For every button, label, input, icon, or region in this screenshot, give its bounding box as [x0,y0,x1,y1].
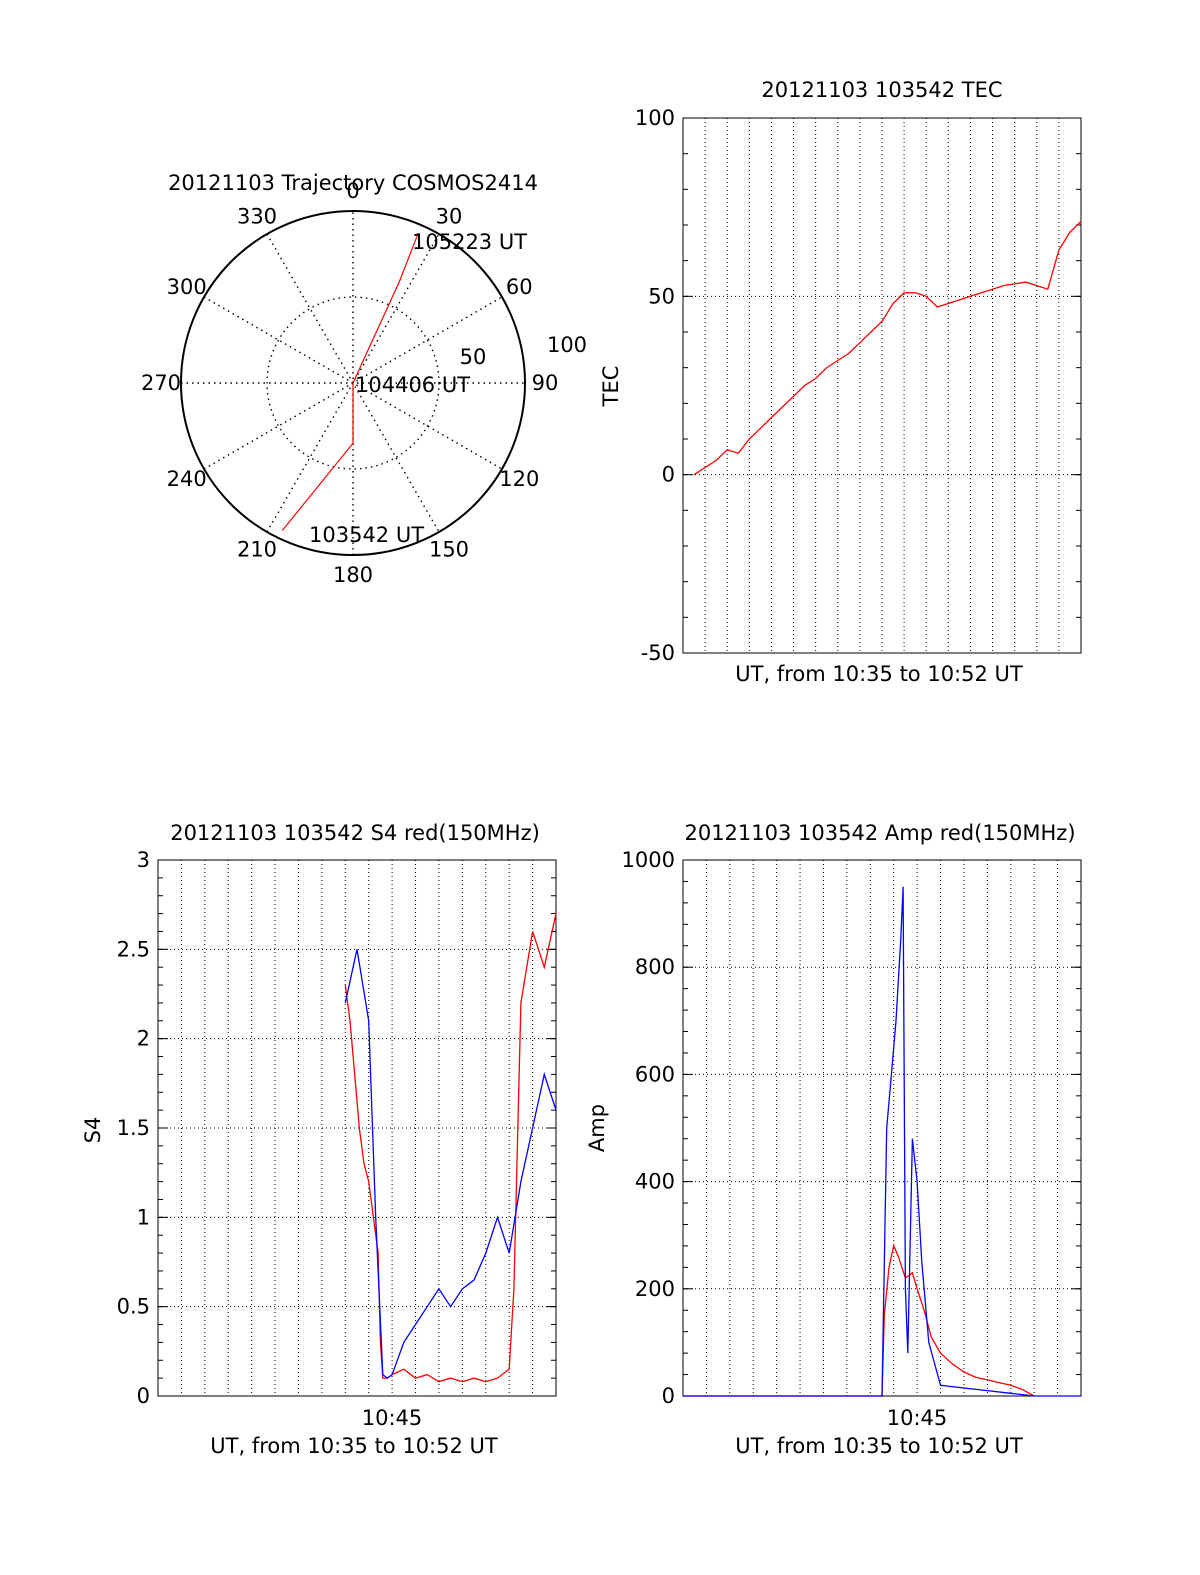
polar-angle-tick-label: 180 [333,563,373,587]
polar-angle-tick-label: 120 [499,467,539,491]
tec-series [693,220,1082,476]
polar-angle-tick-label: 270 [141,371,181,395]
amp-plot: 20121103 103542 Amp red(150MHz) 1000 800 6… [585,821,1082,1458]
polar-angle-tick-label: 210 [237,537,277,561]
polar-angle-tick-label: 240 [167,467,207,491]
s4-plot-frame [157,859,557,1397]
tec-plot: 20121103 103542 TEC 100 50 0 -50 TEC UT, fr… [599,78,1082,686]
s4-xtick: 10:45 [362,1406,423,1430]
y-tick-label: 1 [137,1205,150,1229]
y-tick-label: 0 [662,1384,675,1408]
y-tick-label: 400 [635,1170,675,1194]
y-tick-label: 600 [635,1062,675,1086]
polar-angle-tick-label: 330 [237,205,277,229]
s4-grid [158,859,556,1397]
polar-trajectory-line [281,232,419,531]
series-line-1 [344,949,557,1379]
y-tick-label: 1.5 [117,1116,150,1140]
y-tick-label: 2.5 [117,937,150,961]
polar-angle-tick-label: 300 [167,275,207,299]
y-tick-label: 3 [137,848,150,872]
polar-angle-tick-label: 0 [346,179,359,203]
polar-annotation: 105223 UT [412,230,527,254]
s4-y-ticks: 3 2.5 2 1.5 1 0.5 0 [117,848,150,1408]
polar-angle-labels: 0 30 60 90 120 150 180 210 240 270 300 330 [141,179,558,587]
series-line-0 [344,913,557,1383]
y-tick-label: 2 [137,1027,150,1051]
polar-plot: 20121103 Trajectory COSMOS2414 0 30 60 90 12… [141,171,587,587]
s4-series [344,913,557,1383]
s4-plot: 20121103 103542 S4 red(150MHz) 3 2.5 2 1.5 1… [81,821,557,1458]
polar-annotation: 103542 UT [309,523,424,547]
amp-series [683,886,1081,1397]
s4-xlabel: UT, from 10:35 to 10:52 UT [210,1434,498,1458]
tec-grid [683,117,1081,654]
y-tick-label: 0 [137,1384,150,1408]
y-tick-label: 1000 [622,848,675,872]
series-line-0 [693,220,1082,476]
tec-ylabel: TEC [599,366,623,408]
polar-angle-tick-label: 90 [532,371,559,395]
polar-title: 20121103 Trajectory COSMOS2414 [168,171,538,195]
amp-y-ticks: 1000 800 600 400 200 0 [622,848,675,1408]
tec-y-ticks: 100 50 0 -50 [635,106,675,665]
s4-ylabel: S4 [81,1117,105,1144]
y-tick-label: 100 [635,106,675,130]
y-tick-label: -50 [641,641,675,665]
polar-radial-label: 50 [460,345,487,369]
polar-radial-label: 100 [547,333,587,357]
amp-title: 20121103 103542 Amp red(150MHz) [684,821,1075,845]
amp-ylabel: Amp [585,1104,609,1152]
y-tick-label: 200 [635,1277,675,1301]
polar-angle-tick-label: 150 [429,537,469,561]
amp-plot-frame [682,859,1082,1397]
amp-xtick: 10:45 [887,1406,948,1430]
tec-title: 20121103 103542 TEC [761,78,1002,102]
y-tick-label: 50 [648,284,675,308]
y-tick-label: 0.5 [117,1295,150,1319]
amp-xlabel: UT, from 10:35 to 10:52 UT [735,1434,1023,1458]
s4-title: 20121103 103542 S4 red(150MHz) [170,821,540,845]
polar-angle-tick-label: 60 [506,275,533,299]
polar-angle-tick-label: 30 [436,205,463,229]
y-tick-label: 0 [662,463,675,487]
polar-annotation: 104406 UT [355,373,470,397]
tec-xlabel: UT, from 10:35 to 10:52 UT [735,662,1023,686]
series-line-0 [683,1243,1035,1397]
polar-grid-circle [266,296,440,470]
series-line-1 [683,886,1081,1397]
amp-grid [683,859,1081,1397]
y-tick-label: 800 [635,955,675,979]
